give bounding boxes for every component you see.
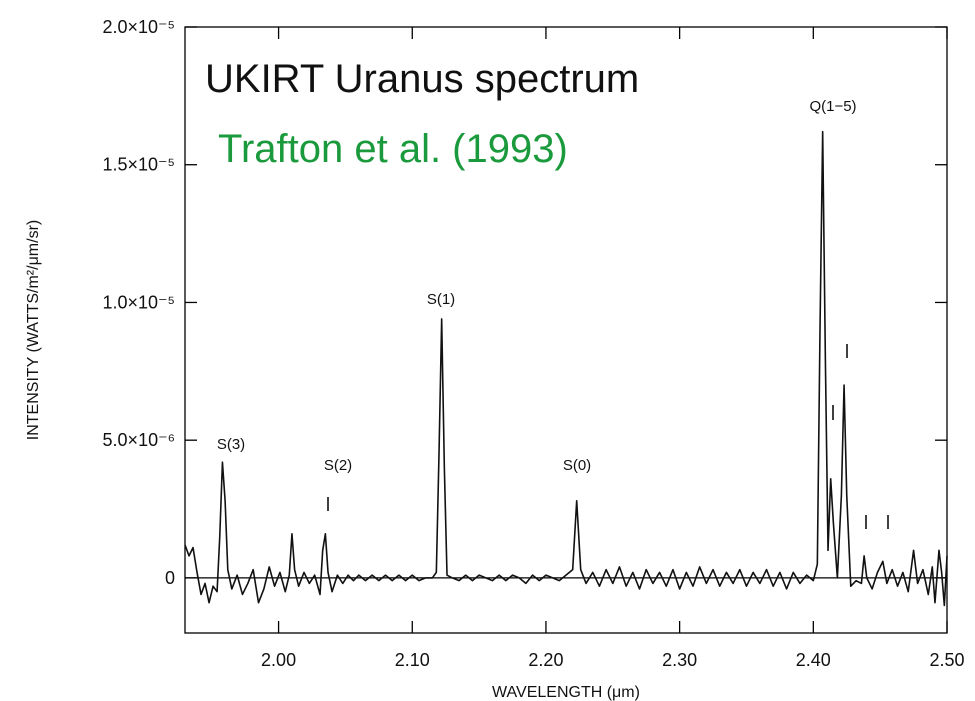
spectrum-line xyxy=(184,130,948,607)
y-tick-label: 1.0×10⁻⁵ xyxy=(102,292,175,312)
x-tick-label: 2.30 xyxy=(662,650,697,670)
chart-title: UKIRT Uranus spectrum xyxy=(205,57,639,101)
peak-label: S(0) xyxy=(563,457,591,474)
x-axis-label: WAVELENGTH (μm) xyxy=(492,684,640,701)
x-tick-label: 2.20 xyxy=(528,650,563,670)
y-tick-label: 1.5×10⁻⁵ xyxy=(102,155,175,175)
peak-label: Q(1−5) xyxy=(809,98,856,115)
line-markers xyxy=(327,344,889,529)
y-axis-label: INTENSITY (WATTS/m²/μm/sr) xyxy=(25,220,42,440)
x-tick-label: 2.50 xyxy=(929,650,964,670)
peak-label: S(2) xyxy=(324,457,352,474)
x-tick-label: 2.10 xyxy=(395,650,430,670)
x-tick-label: 2.40 xyxy=(796,650,831,670)
peak-label: S(3) xyxy=(217,436,245,453)
chart-subtitle: Trafton et al. (1993) xyxy=(218,127,568,171)
peak-label: S(1) xyxy=(427,291,455,308)
plot-frame xyxy=(184,26,948,634)
y-tick-label: 0 xyxy=(165,568,175,588)
y-tick-label: 5.0×10⁻⁶ xyxy=(103,430,175,450)
x-tick-label: 2.00 xyxy=(261,650,296,670)
y-tick-label: 2.0×10⁻⁵ xyxy=(102,17,175,37)
